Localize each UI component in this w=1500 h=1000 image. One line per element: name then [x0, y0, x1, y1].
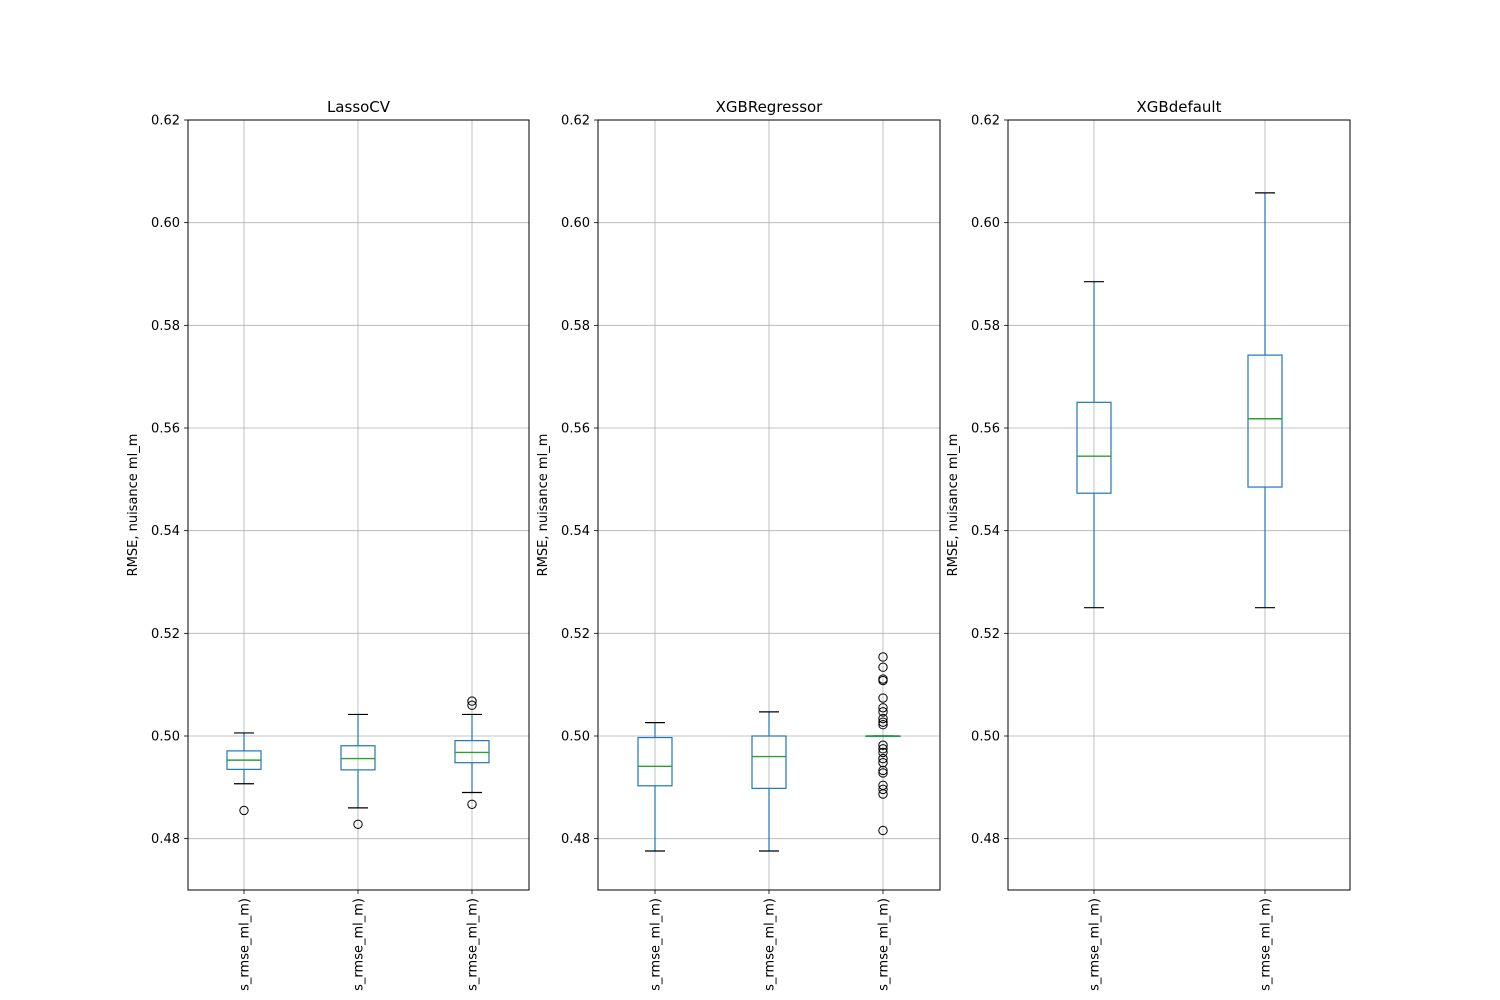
- outlier-point: [878, 713, 888, 724]
- y-tick-label: 0.48: [561, 832, 590, 847]
- x-tick-label: s_rmse_ml_m): [1088, 898, 1103, 991]
- outlier-point: [878, 765, 888, 776]
- x-tick-label: s_rmse_ml_m): [352, 898, 367, 991]
- x-tick-label: s_rmse_ml_m): [649, 898, 664, 991]
- y-tick-label: 0.62: [151, 114, 180, 129]
- outlier-point: [878, 744, 888, 754]
- y-tick-label: 0.60: [561, 216, 590, 231]
- outlier-point: [878, 740, 888, 750]
- outlier-point: [878, 757, 888, 768]
- outlier-point: [878, 768, 888, 778]
- outlier-point: [878, 703, 888, 713]
- outlier-point: [878, 693, 888, 703]
- y-tick-label: 0.54: [561, 524, 590, 539]
- x-tick-label: s_rmse_ml_m): [1259, 898, 1274, 991]
- y-tick-label: 0.60: [971, 216, 1000, 231]
- y-tick-label: 0.60: [151, 216, 180, 231]
- box-iqr: [1076, 401, 1112, 494]
- box-iqr: [1247, 354, 1283, 488]
- y-axis-label: RMSE, nuisance ml_m: [946, 434, 961, 577]
- outlier-point: [878, 652, 888, 662]
- y-tick-label: 0.54: [971, 524, 1000, 539]
- y-tick-label: 0.56: [971, 422, 1000, 437]
- y-axis-label: RMSE, nuisance ml_m: [536, 434, 551, 577]
- box-iqr: [340, 745, 376, 771]
- x-tick-label: s_rmse_ml_m): [877, 898, 892, 991]
- y-tick-label: 0.54: [151, 524, 180, 539]
- axes-frame: [1007, 119, 1351, 891]
- y-tick-label: 0.48: [151, 832, 180, 847]
- y-tick-label: 0.58: [561, 319, 590, 334]
- box-iqr: [751, 735, 787, 789]
- chart-title: XGBRegressor: [716, 98, 824, 116]
- outlier-point: [353, 819, 363, 829]
- y-tick-label: 0.48: [971, 832, 1000, 847]
- y-tick-label: 0.50: [151, 730, 180, 745]
- x-tick-label: s_rmse_ml_m): [763, 898, 778, 991]
- outlier-point: [878, 720, 888, 730]
- y-tick-label: 0.62: [971, 114, 1000, 129]
- y-tick-label: 0.50: [561, 730, 590, 745]
- y-tick-label: 0.50: [971, 730, 1000, 745]
- x-tick-label: s_rmse_ml_m): [466, 898, 481, 991]
- y-tick-label: 0.52: [971, 627, 1000, 642]
- x-tick-label: s_rmse_ml_m): [238, 898, 253, 991]
- outlier-point: [878, 753, 888, 764]
- outlier-point: [878, 717, 888, 727]
- box-iqr: [454, 740, 490, 764]
- outlier-point: [467, 700, 477, 710]
- outlier-point: [878, 707, 888, 717]
- y-tick-label: 0.56: [151, 422, 180, 437]
- outlier-point: [878, 784, 888, 795]
- chart-title: LassoCV: [327, 98, 391, 116]
- outlier-point: [467, 799, 477, 809]
- chart-title: XGBdefault: [1137, 98, 1222, 116]
- y-tick-label: 0.58: [971, 319, 1000, 334]
- y-tick-label: 0.52: [561, 627, 590, 642]
- outlier-point: [878, 747, 888, 758]
- outlier-point: [878, 675, 888, 686]
- outlier-point: [878, 789, 888, 799]
- y-tick-label: 0.52: [151, 627, 180, 642]
- y-tick-label: 0.62: [561, 114, 590, 129]
- outlier-point: [878, 662, 888, 672]
- axes-frame: [187, 119, 530, 891]
- y-axis-label: RMSE, nuisance ml_m: [126, 434, 141, 577]
- box-iqr: [637, 736, 673, 787]
- outlier-point: [467, 696, 477, 706]
- y-tick-label: 0.58: [151, 319, 180, 334]
- axes-frame: [597, 119, 941, 891]
- outlier-point: [878, 825, 888, 836]
- outlier-point: [239, 805, 249, 816]
- y-tick-label: 0.56: [561, 422, 590, 437]
